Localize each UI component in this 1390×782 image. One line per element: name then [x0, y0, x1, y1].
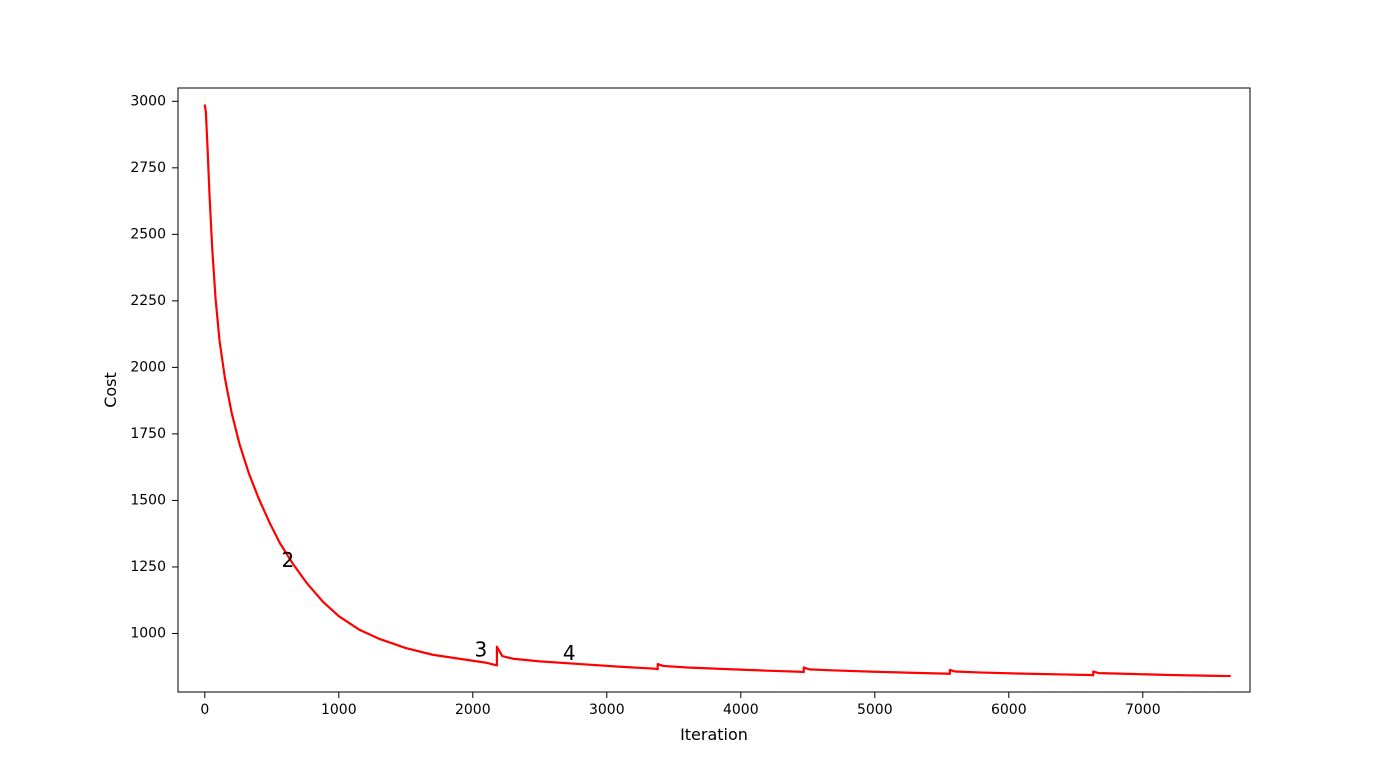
- x-tick-label: 1000: [321, 702, 357, 718]
- y-tick-label: 3000: [130, 93, 166, 109]
- x-tick-label: 4000: [723, 702, 759, 718]
- y-tick-label: 1500: [130, 492, 166, 508]
- x-tick-label: 7000: [1125, 702, 1161, 718]
- cost-chart: 1000 1250 1500 1750 2000 2250 2500 2750 3000 0 100…: [0, 0, 1390, 782]
- y-tick-label: 1250: [130, 559, 166, 575]
- plot-border: [178, 88, 1250, 692]
- y-tick-label: 2750: [130, 160, 166, 176]
- x-tick-label: 3000: [589, 702, 625, 718]
- chart-svg: 1000 1250 1500 1750 2000 2250 2500 2750 3000 0 100…: [0, 0, 1390, 782]
- x-tick-label: 6000: [991, 702, 1027, 718]
- x-tick-label: 0: [200, 702, 209, 718]
- annotation-4: 4: [563, 641, 576, 665]
- x-tick-label: 2000: [455, 702, 491, 718]
- y-tick-label: 2000: [130, 359, 166, 375]
- cost-line: [205, 105, 1230, 676]
- y-tick-label: 2500: [130, 226, 166, 242]
- y-tick-label: 2250: [130, 293, 166, 309]
- x-axis-label: Iteration: [680, 725, 748, 744]
- y-axis-label: Cost: [101, 372, 120, 408]
- y-tick-label: 1750: [130, 426, 166, 442]
- annotation-3: 3: [474, 637, 487, 661]
- x-tick-label: 5000: [857, 702, 893, 718]
- annotation-2: 2: [282, 548, 295, 572]
- y-tick-label: 1000: [130, 625, 166, 641]
